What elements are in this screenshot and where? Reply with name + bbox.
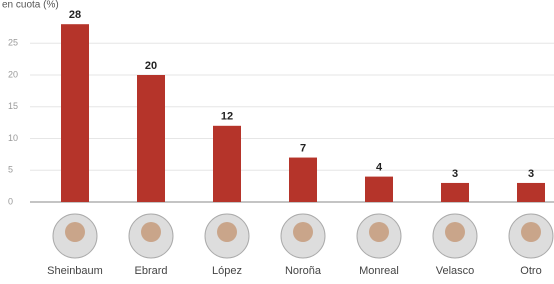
bar: [213, 126, 241, 202]
portrait-face: [65, 222, 85, 242]
value-label: 3: [528, 168, 534, 180]
value-label: 28: [69, 9, 81, 21]
x-tick-label: López: [212, 265, 242, 277]
chart: en cuota (%) 0 5 10 15 20 25 28 Sheinbaum 20 Ebra…: [0, 0, 554, 284]
bar: [289, 158, 317, 202]
y-tick-label: 15: [8, 101, 18, 111]
portrait-face: [369, 222, 389, 242]
x-tick-label: Ebrard: [134, 265, 167, 277]
y-tick-label: 0: [8, 196, 13, 206]
portrait-face: [293, 222, 313, 242]
x-tick-label: Velasco: [436, 265, 475, 277]
value-label: 20: [145, 60, 157, 72]
portrait-face: [217, 222, 237, 242]
bar: [365, 177, 393, 202]
bar: [61, 24, 89, 202]
portrait-face: [521, 222, 541, 242]
x-tick-label: Noroña: [285, 265, 322, 277]
y-tick-label: 5: [8, 165, 13, 175]
value-label: 12: [221, 111, 233, 123]
value-label: 4: [376, 162, 383, 174]
bar: [441, 183, 469, 202]
y-tick-label: 10: [8, 133, 18, 143]
bar: [517, 183, 545, 202]
y-tick-label: 20: [8, 69, 18, 79]
y-tick-label: 25: [8, 38, 18, 48]
portrait-face: [445, 222, 465, 242]
bar: [137, 75, 165, 202]
chart-subtitle: en cuota (%): [2, 0, 59, 11]
x-tick-label: Sheinbaum: [47, 265, 103, 277]
x-tick-label: Monreal: [359, 265, 399, 277]
value-label: 3: [452, 168, 458, 180]
portrait-face: [141, 222, 161, 242]
x-tick-label: Otro: [520, 265, 541, 277]
value-label: 7: [300, 142, 306, 154]
